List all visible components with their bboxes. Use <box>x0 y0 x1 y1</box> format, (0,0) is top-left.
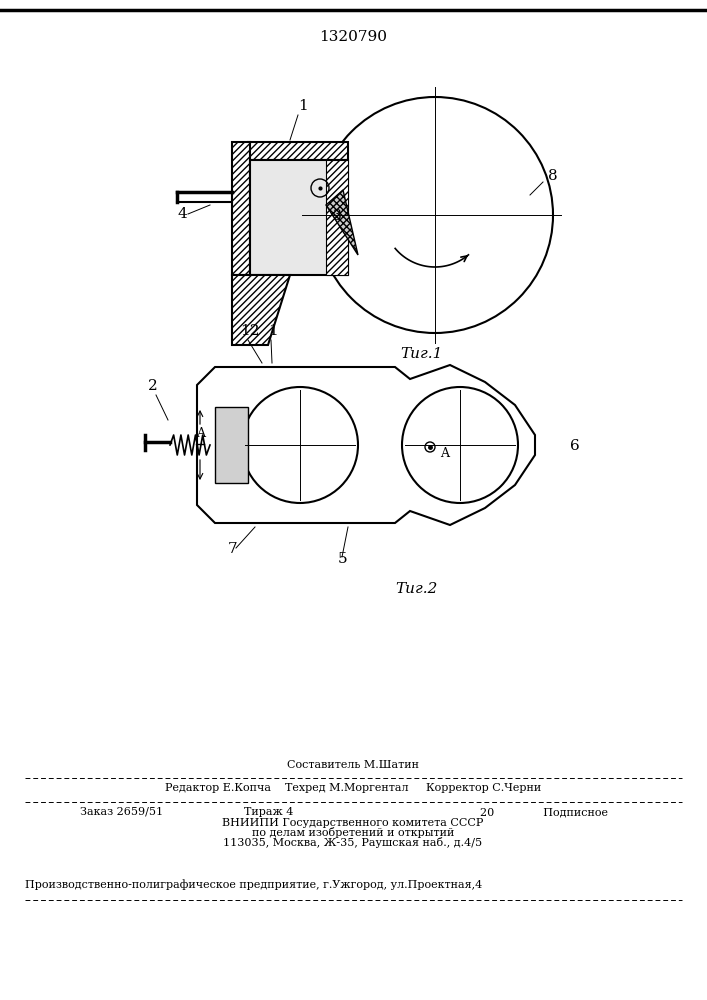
Text: 113035, Москва, Ж-35, Раушская наб., д.4/5: 113035, Москва, Ж-35, Раушская наб., д.4… <box>223 838 483 848</box>
Text: 7: 7 <box>228 542 238 556</box>
Text: 1: 1 <box>298 99 308 113</box>
Text: по делам изобретений и открытий: по делам изобретений и открытий <box>252 828 454 838</box>
Text: A: A <box>196 427 205 440</box>
Text: A: A <box>440 447 449 460</box>
Text: ВНИИПИ Государственного комитета СССР: ВНИИПИ Государственного комитета СССР <box>222 818 484 828</box>
Text: 8: 8 <box>548 169 558 183</box>
Bar <box>326 160 348 275</box>
Text: 6: 6 <box>570 439 580 453</box>
Text: 12: 12 <box>240 324 259 338</box>
Bar <box>232 142 250 275</box>
Text: 3: 3 <box>333 209 341 223</box>
Text: 2: 2 <box>148 379 158 393</box>
Text: Производственно-полиграфическое предприятие, г.Ужгород, ул.Проектная,4: Производственно-полиграфическое предприя… <box>25 880 482 890</box>
Text: Τиг.2: Τиг.2 <box>395 582 438 596</box>
Text: 1320790: 1320790 <box>319 30 387 44</box>
Text: Тираж 4: Тираж 4 <box>230 807 293 817</box>
Text: Заказ 2659/51: Заказ 2659/51 <box>80 807 167 817</box>
Bar <box>248 142 348 160</box>
Text: 5: 5 <box>338 552 348 566</box>
Polygon shape <box>326 190 358 255</box>
Text: 20              Подписное: 20 Подписное <box>480 807 608 817</box>
Bar <box>215 407 248 483</box>
Text: 4: 4 <box>178 207 188 221</box>
Polygon shape <box>232 275 290 345</box>
Text: 1: 1 <box>268 324 278 338</box>
Text: Τиг.1: Τиг.1 <box>400 347 443 361</box>
Bar <box>250 160 348 275</box>
Text: Составитель М.Шатин: Составитель М.Шатин <box>287 760 419 770</box>
Text: Редактор Е.Копча    Техред М.Моргентал     Корректор С.Черни: Редактор Е.Копча Техред М.Моргентал Корр… <box>165 783 541 793</box>
